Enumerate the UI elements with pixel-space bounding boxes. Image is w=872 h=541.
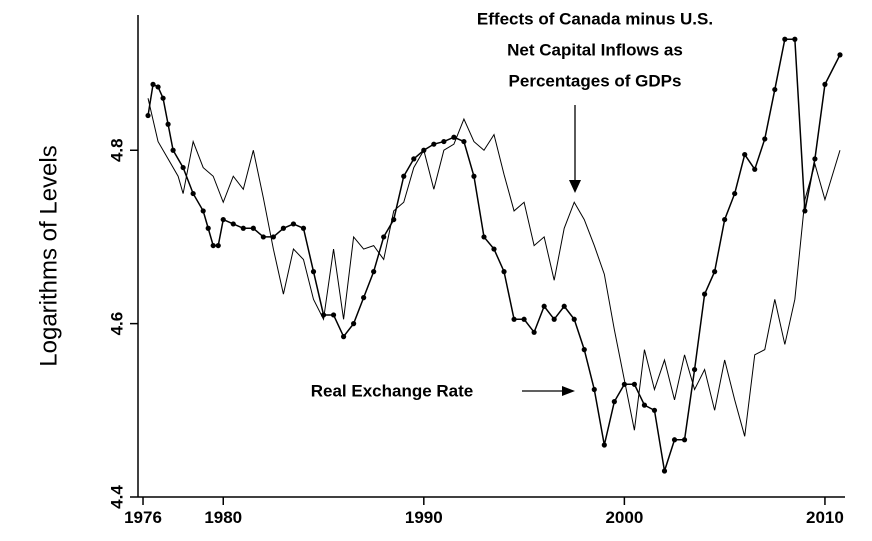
- y-tick-label: 4.4: [107, 485, 126, 509]
- point: [551, 316, 557, 322]
- point: [581, 347, 587, 353]
- point: [340, 334, 347, 340]
- point: [571, 316, 577, 322]
- point: [742, 151, 748, 158]
- x-tick-label: 2000: [605, 508, 643, 527]
- point: [812, 156, 818, 162]
- point: [521, 316, 527, 322]
- point: [712, 269, 718, 275]
- point: [772, 86, 778, 93]
- arrow-head: [562, 386, 575, 396]
- point: [541, 303, 547, 309]
- point: [782, 36, 788, 42]
- point: [300, 225, 307, 231]
- point: [481, 234, 487, 240]
- x-tick-label: 1990: [405, 508, 443, 527]
- point: [190, 190, 196, 197]
- point: [591, 386, 597, 393]
- point: [401, 173, 407, 179]
- point: [531, 329, 537, 335]
- point: [431, 141, 437, 147]
- point: [180, 164, 186, 171]
- point: [722, 216, 728, 223]
- point: [702, 291, 708, 297]
- point: [511, 316, 517, 322]
- point: [661, 468, 668, 474]
- point: [150, 81, 156, 87]
- point: [441, 138, 447, 145]
- point: [215, 242, 221, 249]
- point: [601, 442, 607, 448]
- point: [671, 437, 678, 443]
- point: [381, 234, 387, 240]
- annotation: Percentages of GDPs: [509, 71, 682, 90]
- point: [351, 321, 357, 327]
- point: [641, 402, 648, 408]
- point: [461, 138, 467, 145]
- point: [762, 136, 768, 142]
- point: [491, 246, 497, 252]
- point: [260, 234, 266, 240]
- point: [651, 407, 658, 413]
- point: [250, 225, 256, 231]
- y-tick-label: 4.8: [107, 138, 126, 162]
- point: [220, 216, 226, 223]
- point: [280, 225, 287, 231]
- point: [210, 242, 216, 249]
- y-tick-label: 4.6: [107, 312, 126, 336]
- point: [200, 208, 206, 214]
- point: [732, 190, 738, 197]
- point: [631, 381, 638, 387]
- point: [792, 36, 798, 42]
- point: [145, 112, 151, 119]
- point: [165, 121, 171, 127]
- point: [611, 399, 617, 405]
- point: [310, 269, 317, 275]
- point: [270, 234, 276, 240]
- y-axis-label: Logarithms of Levels: [35, 145, 62, 366]
- annotation: Real Exchange Rate: [311, 381, 474, 400]
- point: [170, 147, 176, 153]
- point: [681, 437, 688, 443]
- point: [501, 269, 507, 275]
- point: [361, 295, 367, 301]
- annotation: Net Capital Inflows as: [507, 40, 683, 59]
- point: [371, 269, 377, 275]
- x-tick-label: 1980: [204, 508, 242, 527]
- point: [451, 134, 457, 140]
- point: [160, 95, 166, 101]
- point: [752, 166, 758, 172]
- point: [561, 303, 567, 309]
- point: [240, 225, 246, 231]
- point: [411, 156, 417, 162]
- point: [205, 225, 211, 231]
- arrow-head: [569, 180, 581, 193]
- point: [802, 208, 808, 214]
- point: [230, 221, 236, 227]
- point: [330, 312, 337, 318]
- x-tick-label: 1976: [124, 508, 162, 527]
- annotation: Effects of Canada minus U.S.: [477, 9, 713, 28]
- point: [290, 221, 297, 227]
- point: [471, 173, 477, 179]
- series-line: [147, 98, 841, 437]
- point: [822, 81, 828, 87]
- point: [691, 366, 698, 373]
- x-tick-label: 2010: [806, 508, 844, 527]
- point: [155, 84, 161, 90]
- point: [837, 52, 843, 58]
